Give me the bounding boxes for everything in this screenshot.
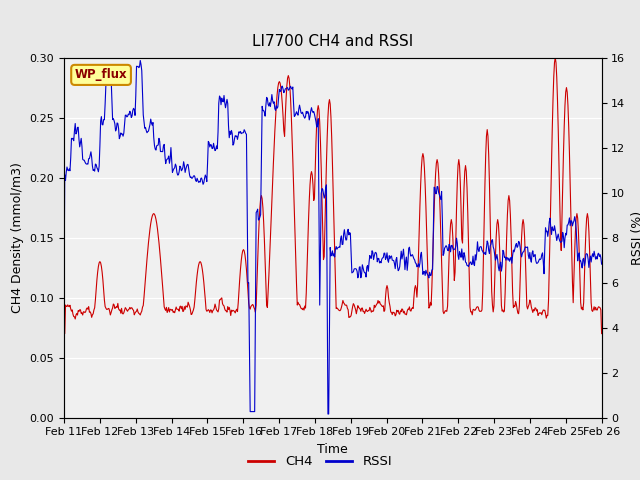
X-axis label: Time: Time (317, 443, 348, 456)
Title: LI7700 CH4 and RSSI: LI7700 CH4 and RSSI (252, 35, 413, 49)
Text: WP_flux: WP_flux (75, 68, 127, 82)
Y-axis label: CH4 Density (mmol/m3): CH4 Density (mmol/m3) (11, 162, 24, 313)
Legend: CH4, RSSI: CH4, RSSI (243, 450, 397, 473)
Y-axis label: RSSI (%): RSSI (%) (631, 211, 640, 264)
